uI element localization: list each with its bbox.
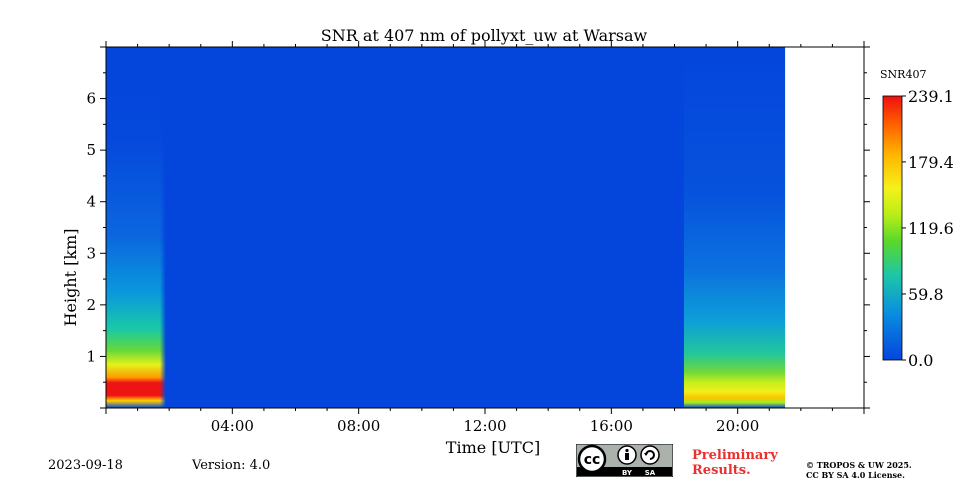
colorbar-tick-label: 59.8 <box>908 285 944 304</box>
x-axis-label: Time [UTC] <box>446 438 540 457</box>
version-label: Version: 4.0 <box>192 458 271 473</box>
colorbar-tick-label: 0.0 <box>908 351 933 370</box>
copyright-line-2: CC BY SA 4.0 License. <box>806 470 905 480</box>
colorbar: SNR407 239.1 179.4 119.6 59.8 0.0 <box>880 68 954 370</box>
colorbar-tick-label: 179.4 <box>908 153 954 172</box>
colorbar-tick-label: 119.6 <box>908 219 954 238</box>
x-tick-label: 16:00 <box>590 417 633 435</box>
y-tick-label: 1 <box>86 347 96 365</box>
axis-ticks: 04:00 08:00 12:00 16:00 20:00 1 2 3 4 5 6 <box>86 41 870 435</box>
by-text: BY <box>622 469 633 477</box>
chart-title: SNR at 407 nm of pollyxt_uw at Warsaw <box>321 26 648 45</box>
preliminary-results-note: Preliminary Results. <box>692 448 778 478</box>
colorbar-tick-label: 239.1 <box>908 87 954 106</box>
preliminary-line-2: Results. <box>692 463 751 478</box>
colorbar-label: SNR407 <box>880 68 926 81</box>
colorbar-ticks: 239.1 179.4 119.6 59.8 0.0 <box>902 87 954 370</box>
sa-text: SA <box>645 469 656 477</box>
heatmap-segment-early <box>106 47 167 408</box>
colorbar-gradient <box>882 95 903 361</box>
y-tick-label: 2 <box>86 296 96 314</box>
x-tick-label: 20:00 <box>716 417 759 435</box>
plot-area: 04:00 08:00 12:00 16:00 20:00 1 2 3 4 5 6 <box>86 41 870 435</box>
cc-circle-icon <box>577 444 607 474</box>
cc-text: cc <box>584 452 601 468</box>
y-axis-label: Height [km] <box>61 229 80 327</box>
y-tick-label: 5 <box>86 141 96 159</box>
x-tick-label: 12:00 <box>463 417 506 435</box>
x-tick-label: 04:00 <box>211 417 254 435</box>
copyright-line-1: © TROPOS & UW 2025. <box>806 460 912 470</box>
preliminary-line-1: Preliminary <box>692 448 778 463</box>
y-tick-label: 4 <box>86 193 96 211</box>
date-label: 2023-09-18 <box>48 458 123 473</box>
sa-share-icon <box>640 445 660 465</box>
y-tick-label: 6 <box>86 90 96 108</box>
cc-by-sa-icon[interactable]: cc BY SA <box>576 444 673 477</box>
x-tick-label: 08:00 <box>337 417 380 435</box>
copyright-note: © TROPOS & UW 2025. CC BY SA 4.0 License… <box>806 460 912 480</box>
heatmap-segment-late <box>683 47 786 408</box>
heatmap-base <box>106 47 786 408</box>
y-tick-label: 3 <box>86 244 96 262</box>
